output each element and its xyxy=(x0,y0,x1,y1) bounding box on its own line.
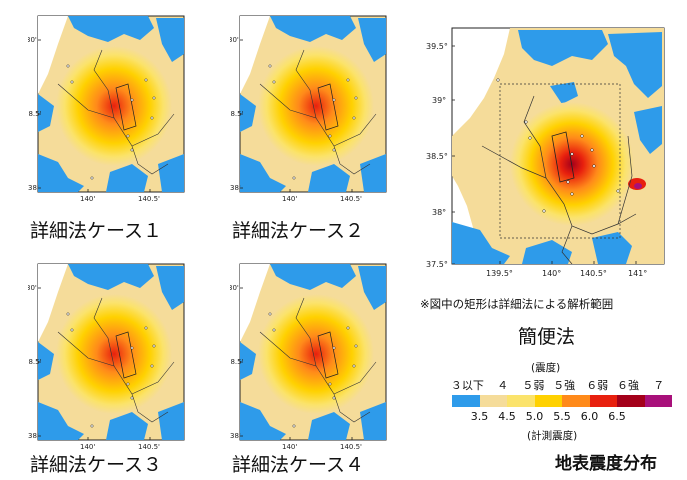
case-label-1: 詳細法ケース１ xyxy=(30,220,163,242)
analysis-extent-note: ※図中の矩形は詳細法による解析範囲 xyxy=(420,297,614,311)
case-map-3: 30' 38.5' 38' 140' 140.5' xyxy=(28,262,186,460)
case-4-lat-tick-bot: 38' xyxy=(230,432,241,440)
case-4-lat-tick-mid: 38.5' xyxy=(230,358,244,366)
page-title: 地表震度分布 xyxy=(555,454,657,474)
legend-tick-4: 6.0 xyxy=(580,410,599,423)
simple-lon-tick-1: 140° xyxy=(542,269,561,278)
case-label-3: 詳細法ケース３ xyxy=(30,454,163,476)
simple-method-map: 39.5° 39° 38.5° 38° 37.5° 139.5° 140° 14… xyxy=(422,26,667,281)
case-2-lon-tick-1: 140.5' xyxy=(340,195,362,203)
case-1-lon-tick-1: 140.5' xyxy=(138,195,160,203)
legend-class-4: ６弱 xyxy=(586,379,609,392)
legend-swatch-1 xyxy=(479,395,507,407)
case-1-lat-tick-top: 30' xyxy=(28,36,37,44)
simple-lat-tick-1: 39° xyxy=(432,96,446,105)
legend-class-5: ６強 xyxy=(617,379,639,392)
legend-class-0: ３以下 xyxy=(450,379,484,392)
case-2-lat-tick-bot: 38' xyxy=(230,184,241,192)
case-label-2: 詳細法ケース２ xyxy=(232,220,365,242)
legend-swatch-3 xyxy=(534,395,562,407)
legend-tick-labels: 3.5 4.5 5.0 5.5 6.0 6.5 xyxy=(452,410,672,424)
case-4-lon-tick-0: 140' xyxy=(282,443,297,451)
case-2-lat-tick-top: 30' xyxy=(230,36,239,44)
legend-class-labels: ３以下 ４ ５弱 ５強 ６弱 ６強 ７ xyxy=(450,377,672,392)
legend-tick-0: 3.5 xyxy=(470,410,489,423)
case-3-lat-tick-top: 30' xyxy=(28,284,37,292)
legend-swatch-7 xyxy=(644,395,672,407)
legend-swatch-2 xyxy=(507,395,535,407)
simple-lat-tick-4: 37.5° xyxy=(426,260,448,269)
simple-lat-tick-0: 39.5° xyxy=(426,42,448,51)
case-1-lon-tick-0: 140' xyxy=(80,195,95,203)
case-map-2: 30' 38.5' 38' 140' 140.5' xyxy=(230,14,388,212)
simple-lon-tick-0: 139.5° xyxy=(486,269,513,278)
case-map-1: 30' 38.5' 38' 140' 140.5' xyxy=(28,14,186,212)
legend-color-bar xyxy=(452,395,672,407)
case-1-lat-tick-bot: 38' xyxy=(28,184,39,192)
case-4-lon-tick-1: 140.5' xyxy=(340,443,362,451)
legend-class-2: ５弱 xyxy=(522,379,545,392)
case-3-lon-tick-0: 140' xyxy=(80,443,95,451)
simple-lat-tick-3: 38° xyxy=(432,208,446,217)
legend-swatch-5 xyxy=(589,395,617,407)
case-3-lat-tick-mid: 38.5' xyxy=(28,358,42,366)
legend-tick-1: 4.5 xyxy=(498,410,516,423)
legend-subtitle: (計測震度) xyxy=(527,430,578,442)
simple-lon-tick-2: 140.5° xyxy=(580,269,607,278)
case-3-lon-tick-1: 140.5' xyxy=(138,443,160,451)
case-2-lon-tick-0: 140' xyxy=(282,195,297,203)
simple-method-label: 簡便法 xyxy=(518,326,576,348)
legend-swatch-0 xyxy=(452,395,480,407)
simple-lon-tick-3: 141° xyxy=(628,269,647,278)
legend-tick-3: 5.5 xyxy=(553,410,571,423)
case-4-lat-tick-top: 30' xyxy=(230,284,239,292)
case-1-lat-tick-mid: 38.5' xyxy=(28,110,42,118)
case-2-lat-tick-mid: 38.5' xyxy=(230,110,244,118)
legend-class-1: ４ xyxy=(497,379,509,392)
legend-swatch-6 xyxy=(617,395,645,407)
legend-tick-2: 5.0 xyxy=(525,410,544,423)
simple-lat-tick-2: 38.5° xyxy=(426,152,448,161)
case-3-lat-tick-bot: 38' xyxy=(28,432,39,440)
legend-class-6: ７ xyxy=(653,379,665,392)
legend-class-3: ５強 xyxy=(553,379,576,392)
legend-swatch-4 xyxy=(562,395,590,407)
case-label-4: 詳細法ケース４ xyxy=(232,454,365,476)
case-map-4: 30' 38.5' 38' 140' 140.5' xyxy=(230,262,388,460)
legend-title: (震度) xyxy=(531,362,561,374)
legend-tick-5: 6.5 xyxy=(608,410,626,423)
